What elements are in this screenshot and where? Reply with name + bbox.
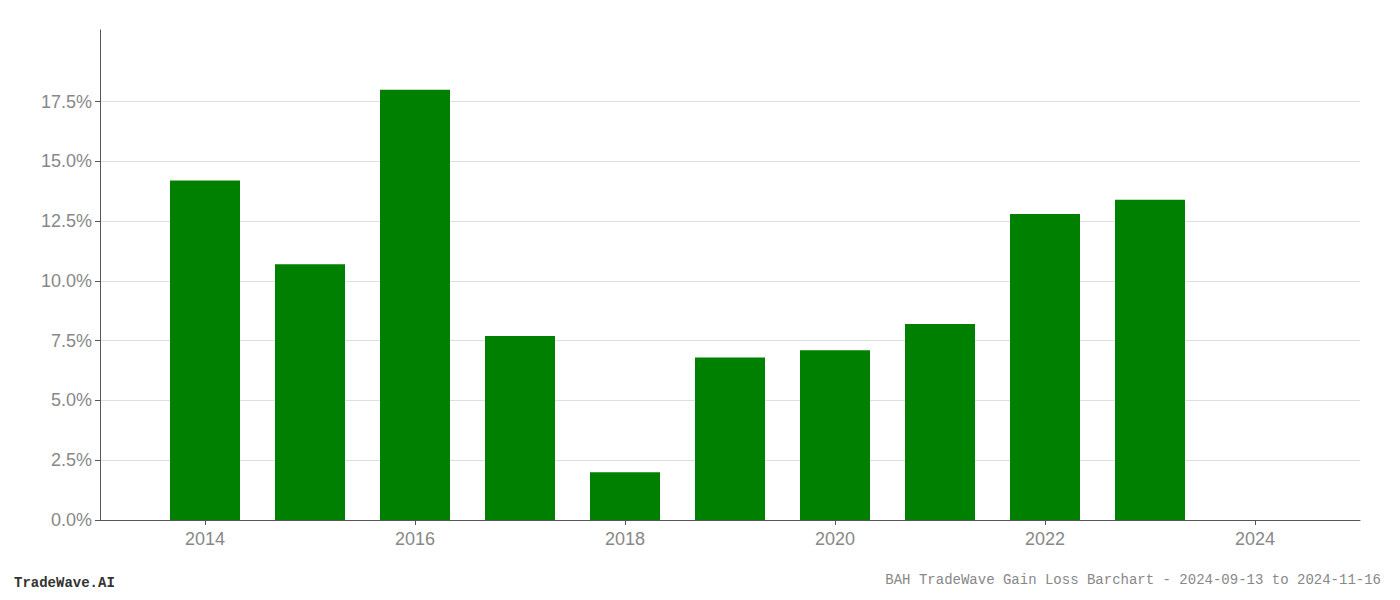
- svg-text:12.5%: 12.5%: [41, 211, 92, 231]
- svg-text:2.5%: 2.5%: [51, 450, 92, 470]
- svg-text:TradeWave.AI: TradeWave.AI: [14, 575, 115, 591]
- svg-text:2024: 2024: [1235, 529, 1275, 549]
- svg-text:7.5%: 7.5%: [51, 331, 92, 351]
- svg-text:17.5%: 17.5%: [41, 92, 92, 112]
- svg-text:2014: 2014: [185, 529, 225, 549]
- svg-text:5.0%: 5.0%: [51, 390, 92, 410]
- svg-text:2016: 2016: [395, 529, 435, 549]
- svg-text:10.0%: 10.0%: [41, 271, 92, 291]
- svg-text:2018: 2018: [605, 529, 645, 549]
- svg-text:2020: 2020: [815, 529, 855, 549]
- svg-text:BAH TradeWave Gain Loss Barcha: BAH TradeWave Gain Loss Barchart - 2024-…: [885, 572, 1381, 588]
- svg-text:0.0%: 0.0%: [51, 510, 92, 530]
- svg-text:15.0%: 15.0%: [41, 151, 92, 171]
- svg-text:2022: 2022: [1025, 529, 1065, 549]
